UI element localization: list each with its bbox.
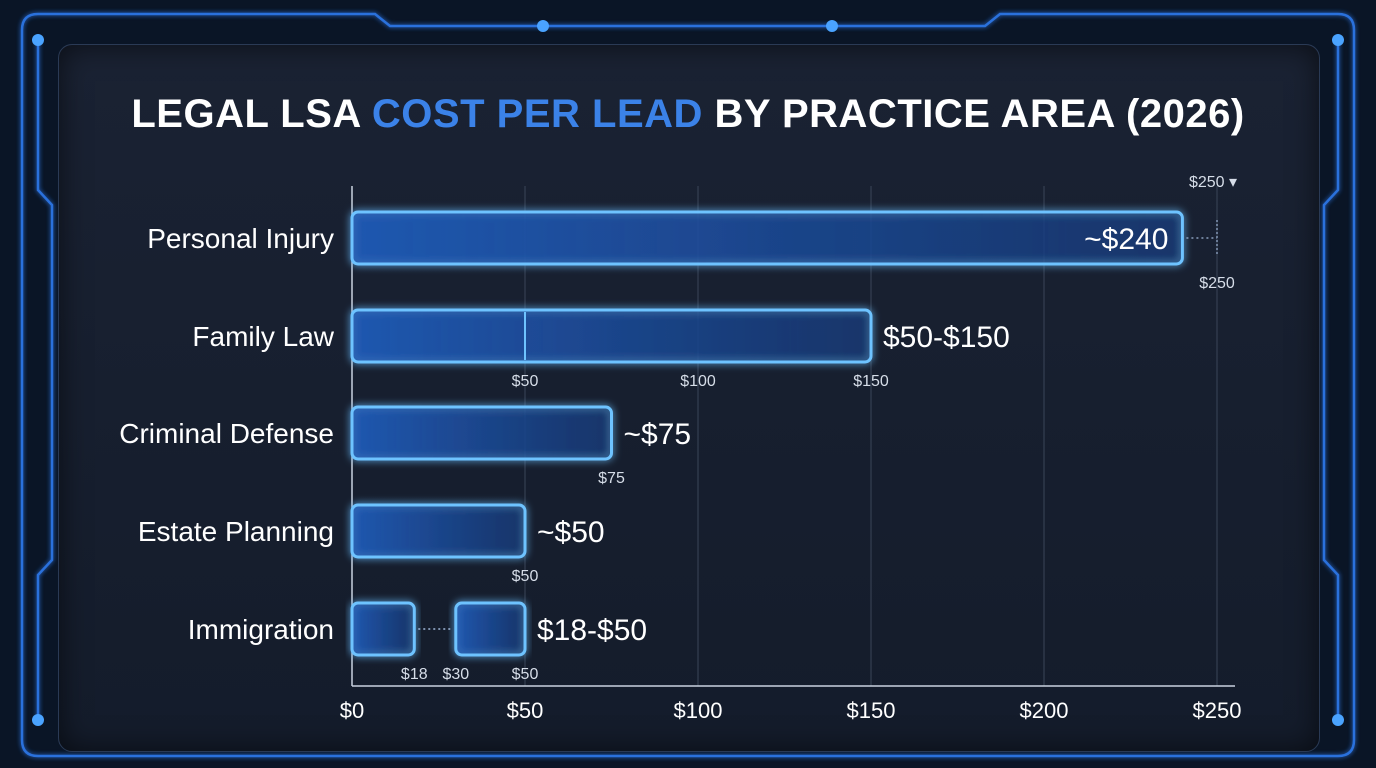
value-label: ~$50 [537, 516, 605, 549]
value-label: $18-$50 [537, 614, 647, 647]
x-tick-label: $250 [1193, 698, 1242, 723]
category-label: Estate Planning [138, 516, 334, 547]
title-accent: COST PER LEAD [371, 92, 703, 136]
chart-panel [58, 44, 1320, 752]
marker-label: $30 [442, 666, 469, 683]
top-marker-label: $250 ▾ [1189, 174, 1237, 191]
marker-label: $250 [1199, 275, 1235, 292]
marker-label: $50 [512, 666, 539, 683]
label-layer: $0 $50 $100 $150 $200 $250 $250 ▾ Personal Inju… [119, 174, 1241, 723]
frame-node [1332, 714, 1344, 726]
bar [350, 503, 527, 559]
value-label: $50-$150 [883, 321, 1010, 354]
frame-outer-line [20, 12, 1356, 758]
value-label: ~$240 [1084, 223, 1168, 256]
bar [350, 405, 613, 461]
bar [350, 210, 1184, 266]
category-label: Personal Injury [147, 223, 334, 254]
x-tick-label: $150 [847, 698, 896, 723]
frame-inner-right [1322, 40, 1340, 720]
frame-node [1332, 34, 1344, 46]
category-label: Family Law [192, 321, 334, 352]
bar [350, 308, 873, 364]
frame-node [826, 20, 838, 32]
marker-label: $100 [680, 373, 716, 390]
x-tick-label: $100 [674, 698, 723, 723]
chart-title: LEGAL LSA COST PER LEAD BY PRACTICE AREA… [0, 92, 1376, 137]
marker-label: $50 [512, 568, 539, 585]
frame-node [32, 714, 44, 726]
x-tick-label: $200 [1020, 698, 1069, 723]
grid-layer [351, 186, 1235, 687]
frame-node [32, 34, 44, 46]
marker-label: $75 [598, 470, 625, 487]
marker-label: $150 [853, 373, 889, 390]
bar-layer [350, 210, 1218, 657]
frame-inner-left [36, 40, 54, 720]
x-tick-label: $50 [507, 698, 544, 723]
title-prefix: LEGAL LSA [131, 92, 372, 136]
category-label: Immigration [188, 614, 334, 645]
x-tick-label: $0 [340, 698, 364, 723]
bar [454, 601, 527, 657]
frame-node [537, 20, 549, 32]
marker-label: $18 [401, 666, 428, 683]
bar [350, 601, 416, 657]
marker-label: $50 [512, 373, 539, 390]
value-label: ~$75 [624, 418, 692, 451]
title-suffix: BY PRACTICE AREA (2026) [702, 92, 1245, 136]
category-label: Criminal Defense [119, 418, 334, 449]
